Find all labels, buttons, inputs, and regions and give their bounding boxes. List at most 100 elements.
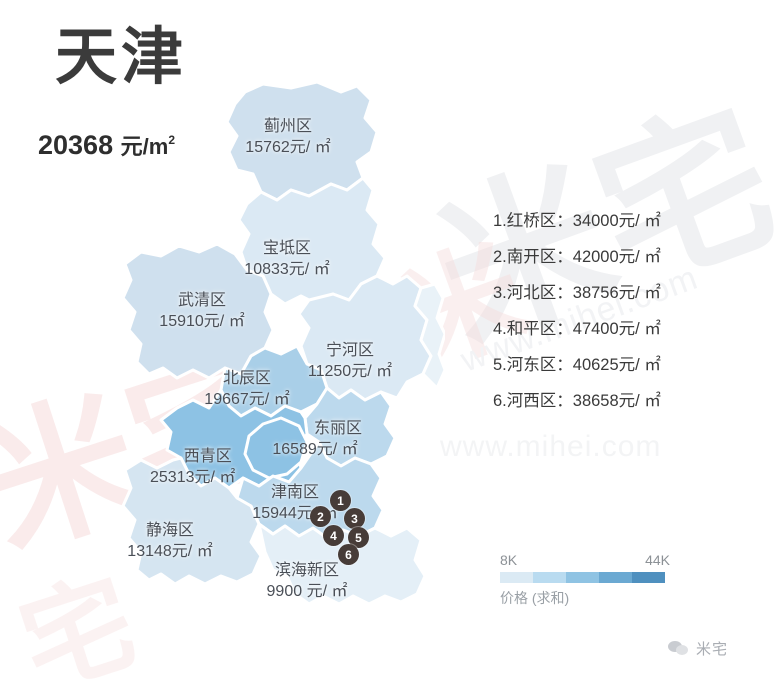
map-marker-1[interactable]: 1 [330,490,351,511]
page-title: 天津 [55,23,188,92]
marker-number: 2 [317,509,324,524]
district-label-binhai: 滨海新区 9900 元/ ㎡ [267,560,348,602]
district-label-baodi: 宝坻区 10833元/ ㎡ [244,238,329,280]
list-item-separator: ： [556,284,573,302]
price-unit-slash: / [142,134,149,159]
district-name: 蓟州区 [263,118,313,135]
region-central-core[interactable] [243,416,309,480]
marker-number: 6 [345,547,352,562]
list-item-name: 河北区 [506,284,557,302]
district-name: 宁河区 [325,342,375,359]
region-jinghai[interactable] [121,456,263,586]
brand-footer: 米宅 [668,638,728,659]
list-item-index: 6. [493,392,507,410]
district-label-jinghai: 静海区 13148元/ ㎡ [127,520,212,562]
list-item-price: 47400元/ ㎡ [572,320,661,338]
list-item-price: 38658元/ ㎡ [572,392,661,410]
price-unit-area: m [148,134,169,159]
list-item[interactable]: 4.和平区：47400元/ ㎡ [493,311,763,347]
watermark-url-2: www.mihei.com [440,430,662,463]
district-label-xiqing: 西青区 25313元/ ㎡ [150,446,235,488]
district-price: 16589元/ ㎡ [272,441,358,458]
list-item-separator: ： [556,356,573,374]
list-item-price: 34000元/ ㎡ [572,212,661,230]
map-svg [121,80,445,606]
list-item[interactable]: 1.红桥区：34000元/ ㎡ [493,203,763,239]
wechat-icon [668,640,690,658]
brand-name: 米宅 [696,641,729,658]
district-name: 津南区 [270,484,320,501]
district-price: 19667元/ ㎡ [204,391,290,408]
district-price: 9900 元/ ㎡ [266,583,348,600]
region-ninghe[interactable] [297,274,433,402]
map-marker-3[interactable]: 3 [344,508,365,529]
legend-caption: 价格 (求和) [500,590,570,606]
district-name: 静海区 [145,522,195,539]
list-item[interactable]: 5.河东区：40625元/ ㎡ [493,347,763,383]
color-legend: 8K 44K 价格 (求和) [500,552,670,608]
city-average-price-value: 20368 [38,130,114,160]
legend-swatch-4 [599,572,632,583]
marker-number: 3 [351,511,358,526]
list-item-separator: ： [556,212,573,230]
tianjin-choropleth-map: 蓟州区 15762元/ ㎡ 宝坻区 10833元/ ㎡ 武清区 15910元/ … [95,78,445,623]
region-dongli[interactable] [303,386,397,468]
list-item-name: 红桥区 [506,212,557,230]
region-binhai[interactable] [257,522,427,606]
district-name: 武清区 [177,292,227,309]
legend-swatch-2 [533,572,566,583]
city-average-price: 20368 元/m2 [38,132,175,159]
district-name: 滨海新区 [274,562,339,579]
district-price: 13148元/ ㎡ [127,543,213,560]
list-item-name: 河西区 [506,392,557,410]
map-marker-6[interactable]: 6 [338,544,359,565]
list-item-price: 38756元/ ㎡ [572,284,661,302]
map-marker-2[interactable]: 2 [310,506,331,527]
legend-swatch-1 [500,572,533,583]
district-price: 25313元/ ㎡ [150,469,236,486]
district-name: 宝坻区 [262,240,312,257]
district-name: 西青区 [183,448,232,465]
list-item-index: 3. [493,284,507,302]
legend-gradient-bar [500,572,665,583]
list-item-separator: ： [556,392,573,410]
list-item-index: 4. [493,320,507,338]
district-name: 北辰区 [222,370,272,387]
district-name: 东丽区 [314,420,363,437]
list-item-name: 南开区 [506,248,557,266]
legend-swatch-5 [632,572,665,583]
legend-min-label: 8K [500,552,518,568]
district-price: 15762元/ ㎡ [245,139,331,156]
list-item-index: 2. [493,248,507,266]
list-item-name: 河东区 [506,356,557,374]
marker-number: 4 [330,528,337,543]
map-marker-4[interactable]: 4 [323,525,344,546]
district-label-beichen: 北辰区 19667元/ ㎡ [204,368,289,410]
marker-number: 5 [355,530,362,545]
district-price: 10833元/ ㎡ [244,261,330,278]
legend-max-label: 44K [645,552,670,568]
price-unit-exponent: 2 [168,133,175,147]
list-item[interactable]: 2.南开区：42000元/ ㎡ [493,239,763,275]
list-item-name: 和平区 [506,320,557,338]
district-label-wuqing: 武清区 15910元/ ㎡ [159,290,244,332]
legend-endpoints: 8K 44K [500,552,670,568]
legend-swatch-3 [566,572,599,583]
list-item-separator: ： [556,248,573,266]
region-neighbor-east [413,282,445,390]
map-marker-5[interactable]: 5 [348,527,369,548]
list-item-index: 5. [493,356,507,374]
district-label-jizhou: 蓟州区 15762元/ ㎡ [245,116,330,158]
marker-number: 1 [337,493,344,508]
district-price: 15910元/ ㎡ [159,313,245,330]
list-item-price: 42000元/ ㎡ [572,248,661,266]
list-item-price: 40625元/ ㎡ [572,356,661,374]
district-price-list: 1.红桥区：34000元/ ㎡ 2.南开区：42000元/ ㎡ 3.河北区：38… [493,203,763,419]
district-price: 11250元/ ㎡ [307,363,393,380]
price-unit-currency: 元 [120,134,143,159]
district-label-ninghe: 宁河区 11250元/ ㎡ [308,340,392,382]
list-item-separator: ： [556,320,573,338]
list-item[interactable]: 3.河北区：38756元/ ㎡ [493,275,763,311]
list-item[interactable]: 6.河西区：38658元/ ㎡ [493,383,763,419]
